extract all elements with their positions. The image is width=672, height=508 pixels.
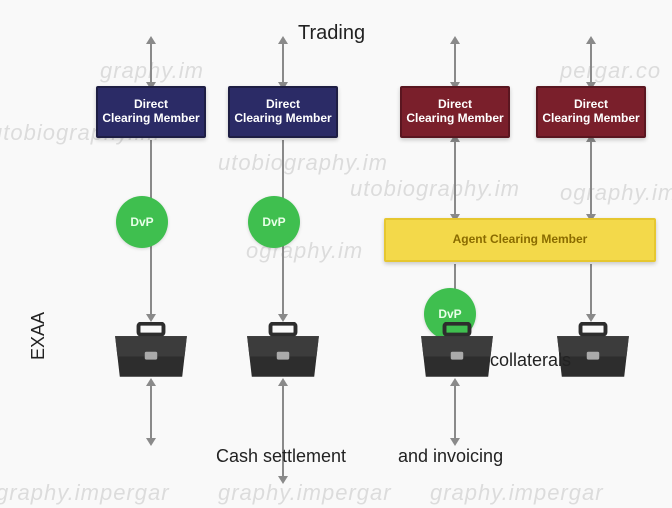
diagram-canvas: utobiography.imutobiography.imutobiograp… [0, 0, 672, 508]
dcm4-box: Direct Clearing Member [536, 86, 646, 138]
dcm1-box: Direct Clearing Member [96, 86, 206, 138]
b3-briefcase-icon [418, 322, 496, 380]
arrow-line [590, 140, 592, 216]
arrow-line [150, 42, 152, 84]
arrow-head-up [278, 36, 288, 44]
watermark-text: utobiography.im [218, 150, 388, 176]
vertical-axis-label: EXAA [28, 312, 49, 360]
arrow-line [282, 42, 284, 84]
watermark-text: graphy.impergar [218, 480, 392, 506]
dcm3-box: Direct Clearing Member [400, 86, 510, 138]
watermark-text: graphy.impergar [0, 480, 170, 506]
arrow-head-down [586, 314, 596, 322]
acm-box: Agent Clearing Member [384, 218, 656, 262]
arrow-head-up [450, 36, 460, 44]
arrow-head-up [586, 36, 596, 44]
arrow-head-down [278, 476, 288, 484]
watermark-text: utobiography.im [350, 176, 520, 202]
arrow-head-up [146, 36, 156, 44]
arrow-line [150, 384, 152, 440]
c1-circle: DvP [116, 196, 168, 248]
collaterals-label: collaterals [490, 350, 571, 371]
arrow-line [454, 384, 456, 440]
bottom-label-left: Cash settlement [216, 446, 346, 467]
c2-circle: DvP [248, 196, 300, 248]
b2-briefcase-icon [244, 322, 322, 380]
arrow-line [590, 42, 592, 84]
arrow-head-down [278, 314, 288, 322]
arrow-head-down [146, 438, 156, 446]
watermark-text: pergar.co [560, 58, 661, 84]
watermark-text: graphy.impergar [430, 480, 604, 506]
dcm2-box: Direct Clearing Member [228, 86, 338, 138]
b1-briefcase-icon [112, 322, 190, 380]
watermark-text: ography.im [560, 180, 672, 206]
arrow-head-down [146, 314, 156, 322]
arrow-head-down [450, 438, 460, 446]
arrow-line [454, 42, 456, 84]
bottom-label-right: and invoicing [398, 446, 503, 467]
diagram-title: Trading [298, 22, 365, 45]
arrow-line [590, 264, 592, 316]
arrow-line [454, 140, 456, 216]
